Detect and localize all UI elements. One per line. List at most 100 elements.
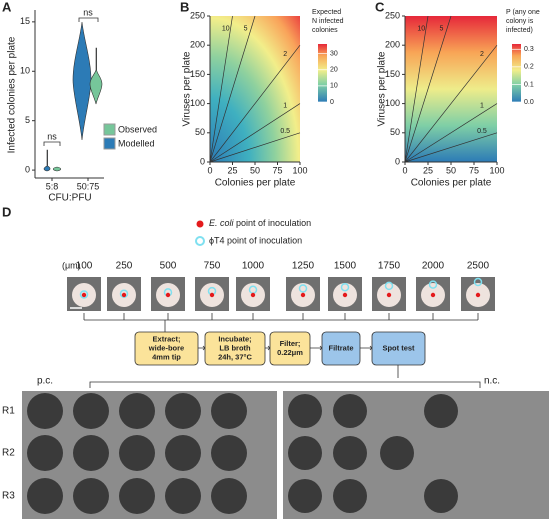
contour-label: 10	[222, 25, 230, 32]
x-axis-title: Colonies per plate	[215, 178, 296, 189]
step-text: Extract;	[153, 334, 181, 343]
spot	[424, 479, 458, 513]
spot	[333, 436, 367, 470]
spot	[288, 436, 322, 470]
colorbar	[318, 44, 327, 102]
distance-label: 1750	[378, 261, 401, 272]
spot	[288, 394, 322, 428]
colorbar-title: colonies	[312, 27, 338, 34]
colorbar-tick-label: 0.0	[524, 99, 534, 106]
spot	[119, 393, 155, 429]
step-text: Filtrate	[328, 343, 353, 352]
distance-label: 1250	[292, 261, 315, 272]
x-axis-title: CFU:PFU	[48, 193, 91, 204]
distance-label: 2000	[422, 261, 445, 272]
contour-line	[404, 15, 452, 163]
contour-line	[404, 103, 498, 163]
step-text: wide-bore	[148, 343, 184, 352]
spot	[211, 435, 247, 471]
step-text: 4mm tip	[152, 352, 181, 361]
violin-modelled	[43, 149, 51, 172]
colorbar-tick-label: 30	[330, 51, 338, 58]
y-tick-label: 10	[20, 66, 30, 76]
y-axis-title: Infected colonies per plate	[7, 36, 18, 153]
step-text: Spot test	[382, 343, 415, 352]
step-box	[204, 331, 266, 366]
step-text: LB broth	[219, 343, 251, 352]
spot	[165, 435, 201, 471]
contour-label: 1	[283, 102, 287, 109]
colorbar-tick-label: 20	[330, 67, 338, 74]
colorbar-tick-label: 0	[330, 99, 334, 106]
contour-line	[404, 15, 429, 163]
distance-label: 1500	[334, 261, 357, 272]
x-tick-label: 5:8	[46, 181, 59, 191]
ecoli-point	[250, 292, 256, 298]
spot	[119, 435, 155, 471]
panel-label: B	[180, 0, 189, 14]
spot	[211, 393, 247, 429]
heatmap	[405, 16, 497, 162]
step-text: Filter;	[280, 339, 301, 348]
panel-label: A	[2, 0, 12, 14]
contour-line	[404, 132, 498, 163]
spot	[165, 478, 201, 514]
step-text: 24h, 37°C	[218, 352, 252, 361]
row-label: R2	[2, 448, 15, 459]
x-axis-title: Colonies per plate	[411, 178, 492, 189]
control-label: n.c.	[484, 376, 500, 387]
legend-label: Observed	[118, 124, 157, 134]
row-label: R1	[2, 406, 15, 417]
control-label: p.c.	[37, 376, 53, 387]
spot	[333, 394, 367, 428]
distance-label: 2500	[467, 261, 490, 272]
ecoli-point	[81, 292, 87, 298]
step-box	[134, 331, 199, 366]
colorbar-tick-label: 0.2	[524, 64, 534, 71]
ecoli-point	[209, 292, 215, 298]
colorbar-tick-label: 0.1	[524, 81, 534, 88]
violin-observed	[89, 47, 103, 105]
colorbar-title: Expected	[312, 9, 341, 16]
y-tick-label: 0	[395, 156, 400, 166]
row-label: R3	[2, 491, 15, 502]
phage-point	[428, 280, 438, 289]
violin-modelled	[72, 21, 92, 141]
step-box	[371, 331, 426, 366]
colorbar-tick-label: 0.3	[524, 46, 534, 53]
significance: ns	[83, 7, 93, 17]
x-tick-label: 100	[489, 165, 504, 175]
ecoli-point	[121, 292, 127, 298]
phage-point	[384, 281, 394, 291]
legend-label: E. coli point of inoculation	[209, 218, 311, 228]
contour-line	[209, 15, 256, 163]
y-tick-label: 150	[190, 69, 205, 79]
significance-bracket	[43, 17, 99, 146]
step-text: Incubate;	[218, 334, 251, 343]
spot	[288, 479, 322, 513]
x-tick-label: 75	[469, 165, 479, 175]
contour-label: 2	[480, 51, 484, 58]
heatmap	[210, 16, 300, 162]
colorbar-title: N infected	[312, 18, 344, 25]
significance: ns	[47, 131, 57, 141]
phage-point	[79, 290, 89, 299]
x-tick-label: 100	[292, 165, 307, 175]
step-box	[321, 331, 361, 366]
y-tick-label: 100	[385, 98, 400, 108]
unit-label: (μm)	[62, 260, 81, 270]
x-tick-label: 0	[402, 165, 407, 175]
colorbar-title: P (any one	[506, 9, 540, 16]
y-axis-title: Viruses per plate	[182, 51, 193, 126]
phage-point	[473, 277, 483, 287]
x-tick-label: 25	[423, 165, 433, 175]
y-tick-label: 250	[385, 10, 400, 20]
contour-label: 10	[417, 25, 425, 32]
x-tick-label: 0	[207, 165, 212, 175]
contour-line	[404, 44, 498, 163]
y-tick-label: 50	[195, 127, 205, 137]
spot-plate	[283, 391, 549, 519]
ecoli-point	[475, 292, 481, 298]
panel-label: C	[375, 0, 385, 14]
